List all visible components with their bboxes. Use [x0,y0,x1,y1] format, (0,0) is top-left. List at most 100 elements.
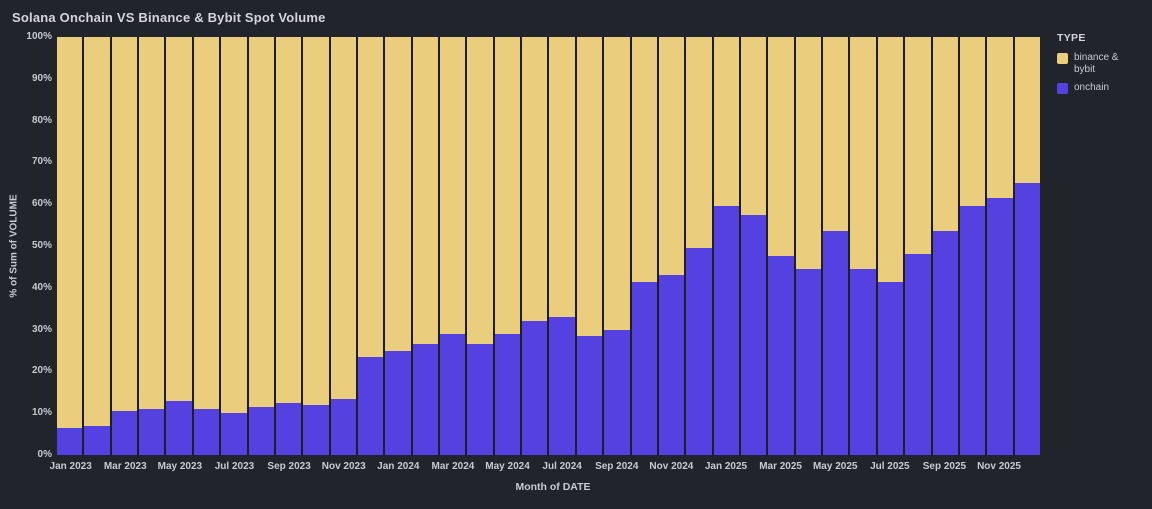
bar-segment-binance-bybit[interactable] [139,37,165,410]
bar-segment-onchain[interactable] [740,214,767,455]
bar-column-mar-2024[interactable] [440,37,468,455]
bar-column-aug-2024[interactable] [576,37,605,455]
bar-segment-onchain[interactable] [440,333,466,455]
bar-column-mar-2025[interactable] [768,37,796,455]
bar-segment-binance-bybit[interactable] [248,37,274,407]
bar-column-dec-2023[interactable] [357,37,386,455]
bar-segment-onchain[interactable] [412,344,439,455]
bar-column-feb-2025[interactable] [740,37,769,455]
bar-segment-onchain[interactable] [84,425,110,455]
bar-column-jul-2024[interactable] [549,37,577,455]
bar-segment-binance-bybit[interactable] [440,37,466,334]
bar-segment-binance-bybit[interactable] [686,37,712,249]
bar-segment-binance-bybit[interactable] [850,37,876,269]
bar-segment-onchain[interactable] [768,256,794,455]
bar-segment-binance-bybit[interactable] [522,37,548,322]
bar-segment-onchain[interactable] [795,268,822,455]
bar-column-sep-2025[interactable] [932,37,960,455]
legend-item-onchain[interactable]: onchain [1057,82,1149,94]
bar-column-mar-2023[interactable] [111,37,140,455]
bar-segment-binance-bybit[interactable] [467,37,493,345]
bar-segment-onchain[interactable] [932,231,958,455]
bar-segment-binance-bybit[interactable] [658,37,685,276]
bar-segment-onchain[interactable] [987,197,1013,455]
bar-segment-onchain[interactable] [959,206,986,455]
bar-segment-binance-bybit[interactable] [576,37,603,336]
bar-column-jan-2023[interactable] [57,37,85,455]
bar-column-sep-2024[interactable] [604,37,632,455]
bar-segment-binance-bybit[interactable] [193,37,220,410]
bar-column-jul-2023[interactable] [221,37,249,455]
bar-segment-onchain[interactable] [193,409,220,455]
bar-segment-onchain[interactable] [1014,183,1040,455]
bar-segment-binance-bybit[interactable] [57,37,83,428]
bar-segment-binance-bybit[interactable] [631,37,657,282]
bar-segment-binance-bybit[interactable] [549,37,575,318]
bar-column-jan-2024[interactable] [385,37,413,455]
bar-column-may-2024[interactable] [494,37,523,455]
bar-segment-binance-bybit[interactable] [604,37,630,330]
bar-segment-binance-bybit[interactable] [84,37,110,426]
bar-segment-onchain[interactable] [494,333,521,455]
bar-segment-onchain[interactable] [275,402,302,455]
bar-column-aug-2025[interactable] [905,37,933,455]
bar-column-aug-2023[interactable] [248,37,276,455]
bar-column-nov-2025[interactable] [987,37,1015,455]
bar-column-jun-2024[interactable] [522,37,550,455]
bar-segment-onchain[interactable] [248,406,274,455]
bar-segment-binance-bybit[interactable] [959,37,986,207]
bar-column-feb-2024[interactable] [412,37,441,455]
bar-column-feb-2023[interactable] [84,37,112,455]
bar-segment-binance-bybit[interactable] [111,37,138,412]
bar-segment-onchain[interactable] [522,321,548,455]
bar-segment-binance-bybit[interactable] [823,37,849,232]
bar-segment-onchain[interactable] [303,404,329,455]
bar-column-may-2025[interactable] [823,37,851,455]
bar-segment-binance-bybit[interactable] [330,37,356,399]
bar-segment-onchain[interactable] [631,281,657,455]
bar-column-jun-2025[interactable] [850,37,878,455]
bar-segment-onchain[interactable] [658,275,685,455]
bar-segment-onchain[interactable] [823,231,849,455]
bar-segment-binance-bybit[interactable] [740,37,767,215]
bar-column-jul-2025[interactable] [877,37,906,455]
bar-segment-onchain[interactable] [139,409,165,455]
bar-segment-binance-bybit[interactable] [877,37,904,282]
bar-segment-binance-bybit[interactable] [385,37,411,351]
bar-segment-onchain[interactable] [576,335,603,455]
bar-segment-onchain[interactable] [221,413,247,455]
bar-segment-binance-bybit[interactable] [932,37,958,232]
bar-segment-onchain[interactable] [357,356,384,455]
bar-segment-onchain[interactable] [686,248,712,455]
bar-segment-binance-bybit[interactable] [166,37,192,401]
bar-segment-binance-bybit[interactable] [1014,37,1040,184]
bar-column-apr-2025[interactable] [795,37,824,455]
bar-column-nov-2023[interactable] [330,37,358,455]
bar-segment-onchain[interactable] [330,398,356,455]
bar-segment-onchain[interactable] [604,329,630,455]
bar-segment-binance-bybit[interactable] [357,37,384,357]
bar-column-oct-2024[interactable] [631,37,659,455]
bar-column-jan-2025[interactable] [713,37,741,455]
bar-column-apr-2024[interactable] [467,37,495,455]
bar-segment-binance-bybit[interactable] [303,37,329,405]
bar-segment-binance-bybit[interactable] [412,37,439,345]
bar-column-dec-2025[interactable] [1014,37,1040,455]
bar-segment-onchain[interactable] [850,268,876,455]
bar-segment-onchain[interactable] [549,317,575,455]
bar-segment-onchain[interactable] [111,411,138,455]
bar-segment-binance-bybit[interactable] [905,37,931,255]
bar-column-apr-2023[interactable] [139,37,167,455]
bar-segment-onchain[interactable] [57,427,83,455]
bar-segment-binance-bybit[interactable] [987,37,1013,198]
bar-segment-binance-bybit[interactable] [768,37,794,257]
bar-column-oct-2025[interactable] [959,37,988,455]
bar-column-nov-2024[interactable] [658,37,687,455]
bar-segment-binance-bybit[interactable] [795,37,822,269]
legend-item-binance-bybit[interactable]: binance & bybit [1057,52,1149,76]
bar-segment-onchain[interactable] [467,344,493,455]
bar-segment-onchain[interactable] [713,206,739,455]
bar-segment-onchain[interactable] [166,400,192,455]
bar-segment-binance-bybit[interactable] [713,37,739,207]
bar-segment-binance-bybit[interactable] [221,37,247,414]
